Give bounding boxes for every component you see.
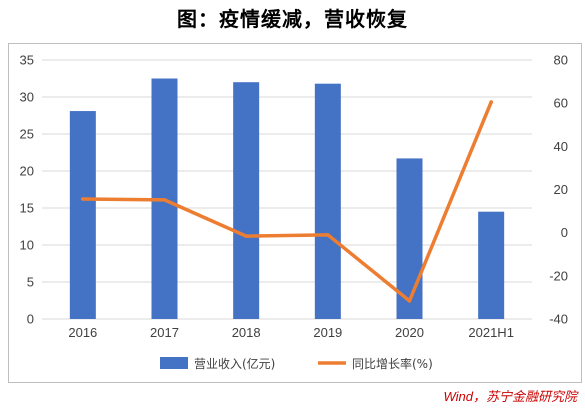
right-axis-tick-label: 40 — [554, 139, 568, 154]
left-axis-tick-label: 35 — [20, 53, 34, 68]
growth-point — [162, 198, 167, 202]
chart-frame — [8, 43, 582, 383]
bar-revenue — [69, 111, 96, 319]
x-axis-tick-label: 2016 — [68, 325, 97, 340]
growth-point — [489, 100, 493, 104]
x-axis-tick-label: 2019 — [313, 325, 342, 340]
left-axis-tick-label: 10 — [20, 238, 34, 253]
left-axis-tick-label: 30 — [20, 90, 34, 105]
right-axis-tick-label: 20 — [554, 182, 568, 197]
bar-revenue — [478, 211, 505, 319]
growth-point — [81, 197, 85, 201]
left-axis-tick-label: 25 — [20, 127, 34, 142]
bars-group — [69, 78, 505, 320]
bar-revenue — [314, 83, 341, 320]
left-axis-tick-label: 5 — [27, 275, 34, 290]
x-axis-tick-label: 2021H1 — [468, 325, 514, 340]
right-axis-tick-label: 0 — [561, 225, 568, 240]
left-axis-ticks: 0 5 10 15 20 25 30 35 — [20, 53, 34, 327]
x-axis-ticks: 2016 2017 2018 2019 2020 2021H1 — [68, 325, 514, 340]
chart-title: 图：疫情缓减，营收恢复 — [177, 7, 408, 31]
x-axis-tick-label: 2020 — [395, 325, 424, 340]
growth-line-group — [81, 100, 493, 303]
right-axis-tick-label: 80 — [554, 53, 568, 68]
x-axis-tick-label: 2017 — [150, 325, 179, 340]
bar-revenue — [233, 82, 260, 319]
legend: 营业收入(亿元) 同比增长率(%) — [160, 356, 433, 371]
right-axis-tick-label: -20 — [549, 268, 568, 283]
x-axis-tick-label: 2018 — [232, 325, 261, 340]
growth-line — [81, 100, 493, 303]
right-axis-tick-label: -40 — [549, 312, 568, 327]
right-axis-tick-label: 60 — [554, 96, 568, 111]
growth-point — [326, 233, 330, 237]
growth-point — [244, 234, 248, 238]
legend-bar-swatch — [160, 357, 188, 369]
source-note: Wind，苏宁金融研究院 — [443, 389, 577, 404]
left-axis-tick-label: 15 — [20, 201, 34, 216]
growth-point — [407, 299, 412, 303]
legend-line-label: 同比增长率(%) — [352, 356, 433, 371]
left-axis-tick-label: 20 — [20, 164, 34, 179]
right-axis-ticks: -40 -20 0 20 40 60 80 — [549, 53, 568, 327]
left-axis-tick-label: 0 — [27, 312, 34, 327]
legend-bar-label: 营业收入(亿元) — [194, 356, 275, 371]
grid-lines — [42, 59, 532, 320]
